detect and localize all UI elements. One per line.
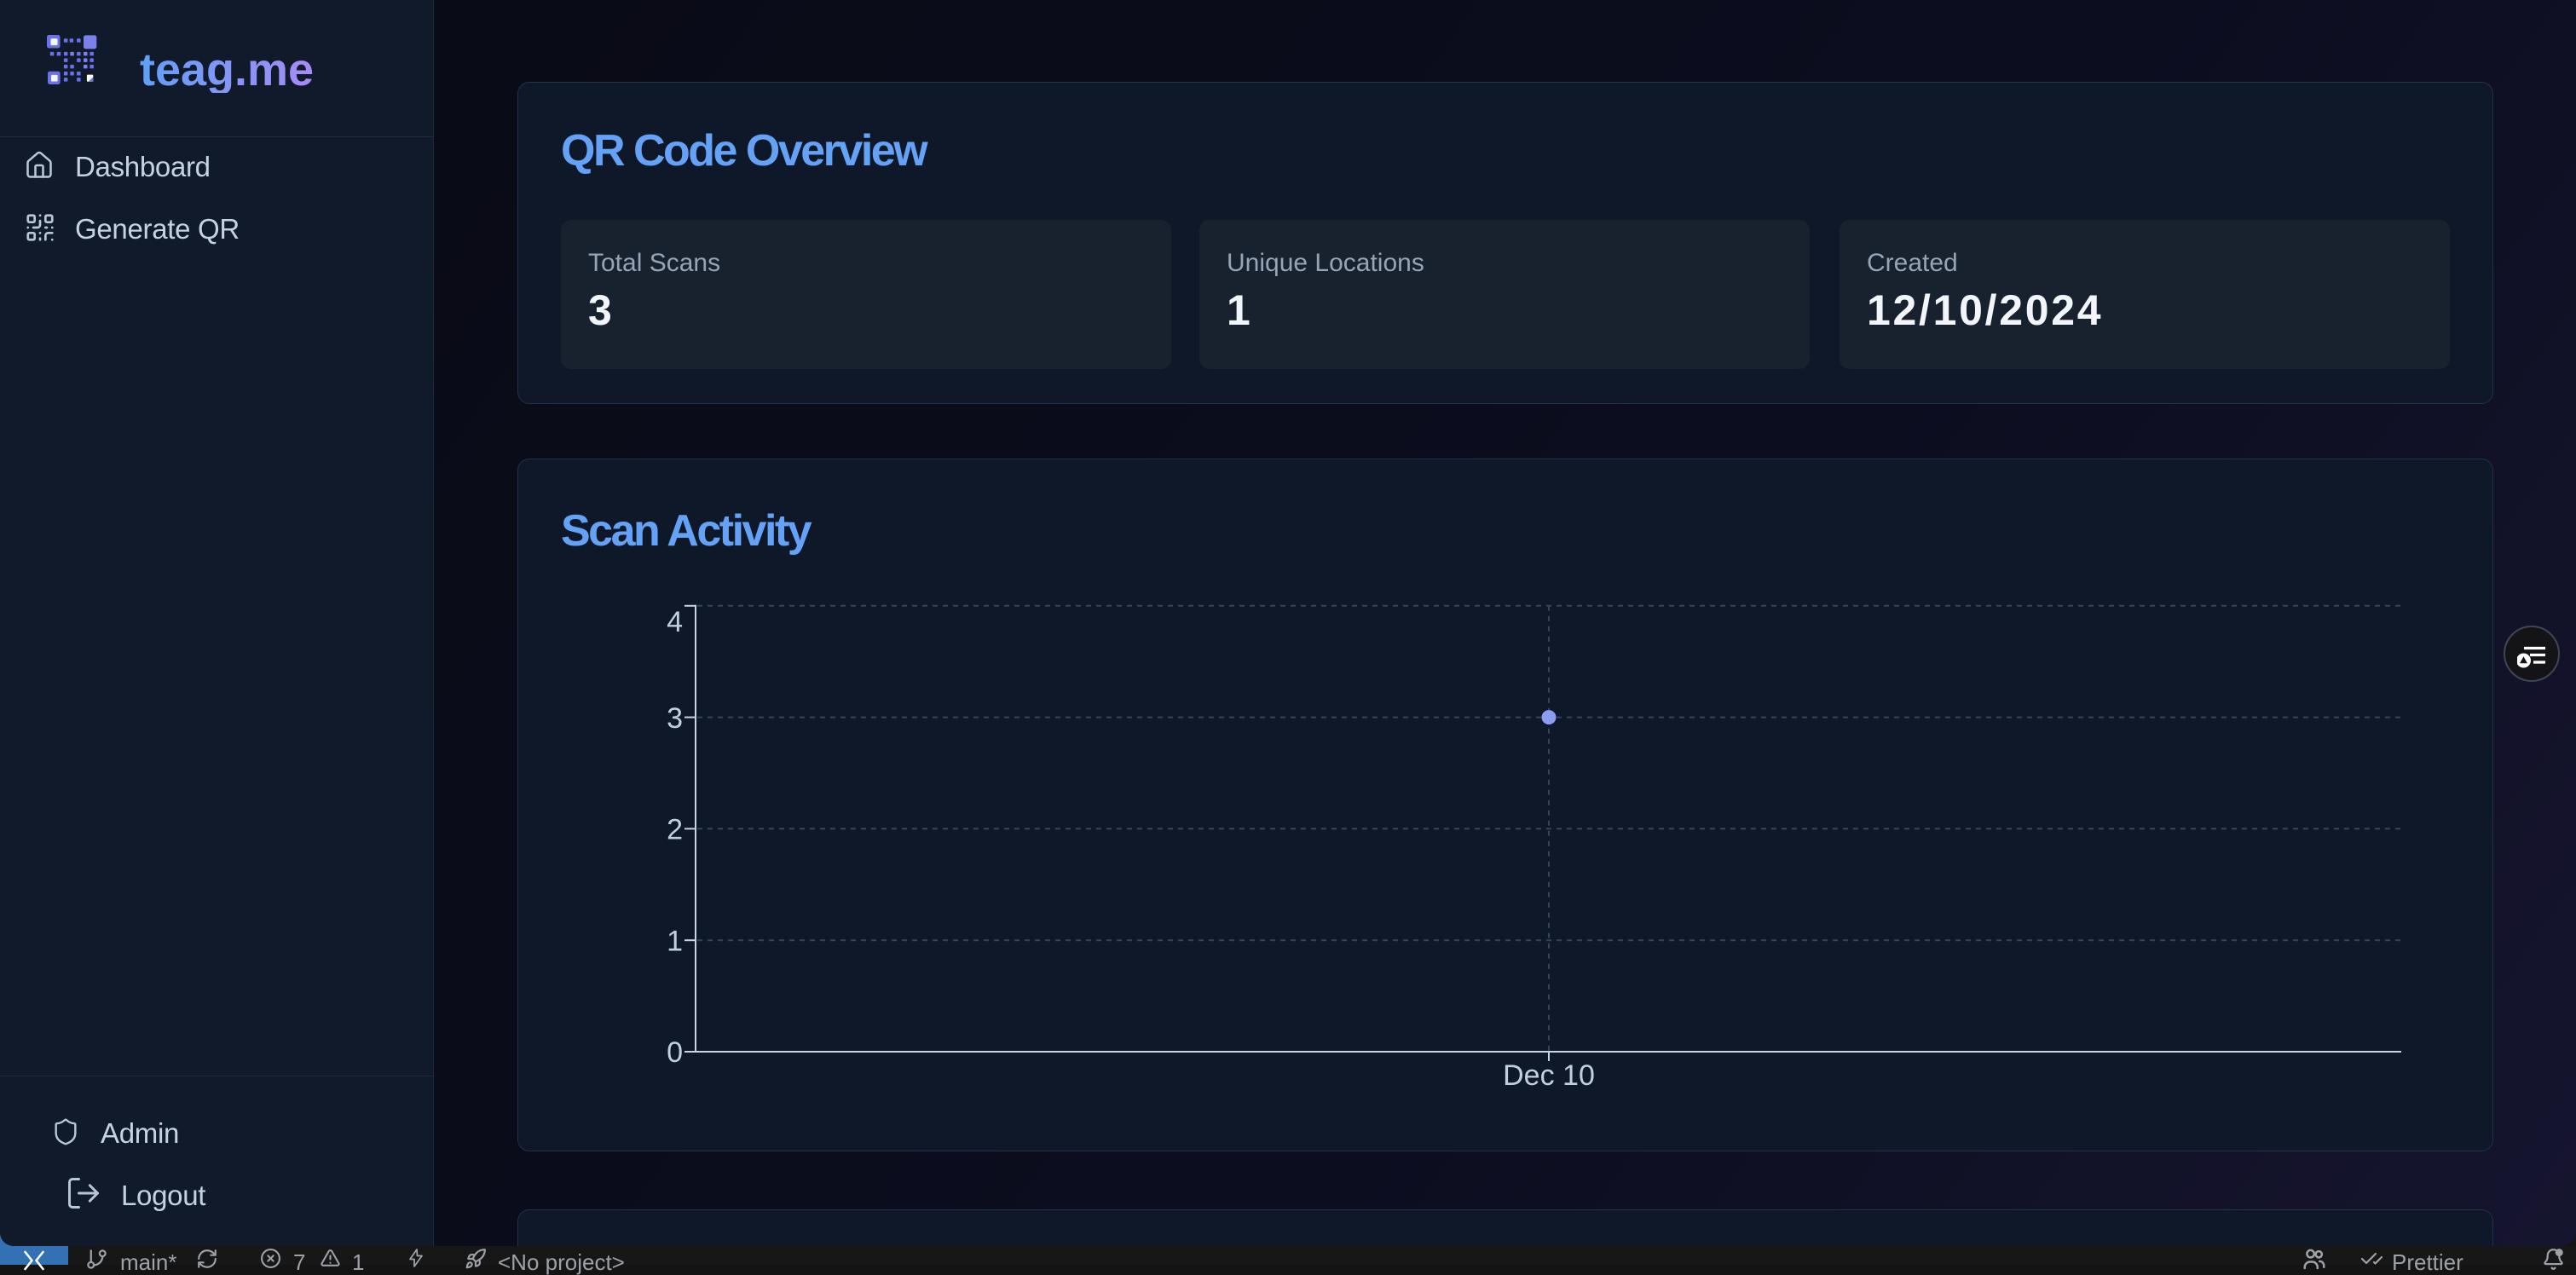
svg-text:4: 4	[667, 606, 683, 638]
svg-text:0: 0	[667, 1036, 683, 1069]
svg-text:2: 2	[667, 814, 683, 846]
svg-text:1: 1	[667, 925, 683, 957]
svg-text:3: 3	[667, 702, 683, 735]
svg-text:Dec 10: Dec 10	[1503, 1059, 1595, 1092]
